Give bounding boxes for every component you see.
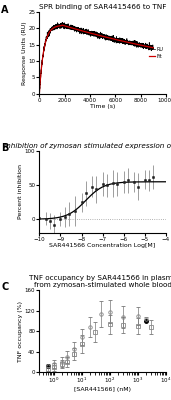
Title: SPR binding of SAR4415466 to TNF: SPR binding of SAR4415466 to TNF bbox=[39, 4, 166, 10]
X-axis label: SAR441566 Concentration Log[M]: SAR441566 Concentration Log[M] bbox=[49, 244, 156, 248]
Fit bbox=[138, 42, 140, 47]
Text: C: C bbox=[1, 282, 9, 292]
Title: TNF occupancy by SAR441566 in plasma
from zymosan-stimulated whole blood: TNF occupancy by SAR441566 in plasma fro… bbox=[29, 276, 171, 288]
Fit bbox=[51, 26, 53, 31]
RU bbox=[138, 41, 140, 46]
RU bbox=[150, 44, 152, 49]
Text: A: A bbox=[1, 6, 9, 16]
RU bbox=[82, 30, 84, 34]
RU bbox=[58, 23, 60, 28]
Fit bbox=[87, 30, 89, 35]
Fit bbox=[152, 45, 154, 50]
Line: RU: RU bbox=[39, 22, 153, 93]
Legend: RU, Fit: RU, Fit bbox=[149, 47, 163, 59]
X-axis label: Time (s): Time (s) bbox=[90, 104, 115, 109]
X-axis label: [SAR441566] (nM): [SAR441566] (nM) bbox=[74, 387, 131, 392]
RU bbox=[38, 91, 40, 96]
Y-axis label: Percent inhibition: Percent inhibition bbox=[18, 164, 23, 220]
Y-axis label: Response Units (RU): Response Units (RU) bbox=[22, 21, 27, 85]
RU bbox=[51, 27, 53, 32]
Title: Inhibition of zymosan stimulated expression of CD11b: Inhibition of zymosan stimulated express… bbox=[4, 143, 171, 149]
RU bbox=[87, 29, 89, 34]
Fit bbox=[38, 92, 40, 96]
Fit bbox=[61, 23, 63, 28]
RU bbox=[62, 20, 64, 25]
Fit bbox=[58, 24, 60, 28]
Y-axis label: TNF occupancy (%): TNF occupancy (%) bbox=[18, 300, 23, 362]
RU bbox=[38, 91, 40, 96]
Line: Fit: Fit bbox=[39, 25, 153, 94]
RU bbox=[152, 46, 154, 50]
Text: B: B bbox=[1, 143, 9, 153]
Fit bbox=[82, 29, 84, 34]
Fit bbox=[150, 45, 152, 50]
